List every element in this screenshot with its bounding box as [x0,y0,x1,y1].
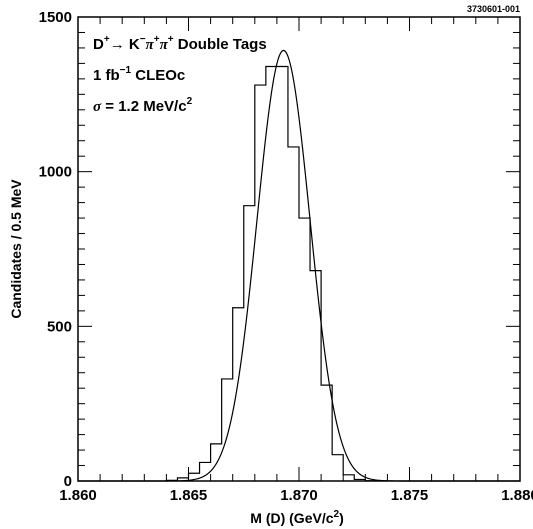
annotation-luminosity: 1 fb−1 CLEOc [93,65,185,84]
y-tick-label: 0 [64,473,72,490]
x-tick-label: 1.870 [280,487,318,504]
x-tick-labels: 1.860 1.865 1.870 1.875 1.880 [59,487,533,504]
plot-frame [77,16,521,482]
x-tick-label: 1.875 [391,487,429,504]
gaussian-fit-curve [78,49,520,482]
x-tick-label: 1.865 [170,487,208,504]
y-tick-label: 1000 [39,164,72,181]
x-axis-title: M (D) (GeV/c2) [250,509,343,526]
y-axis-title: Candidates / 0.5 MeV [8,179,24,319]
axis-ticks [77,16,521,482]
annotation-resolution: σ = 1.2 MeV/c2 [93,96,193,115]
y-tick-labels: 0 500 1000 1500 [39,9,72,490]
x-tick-label: 1.860 [59,487,97,504]
annotation-decay-mode: D+→ K−π+π+ Double Tags [93,34,267,53]
y-tick-label: 1500 [39,9,72,26]
x-tick-label: 1.880 [501,487,533,504]
figure-code: 3730601-001 [467,4,520,14]
histogram-series [165,65,377,482]
y-tick-label: 500 [47,318,72,335]
